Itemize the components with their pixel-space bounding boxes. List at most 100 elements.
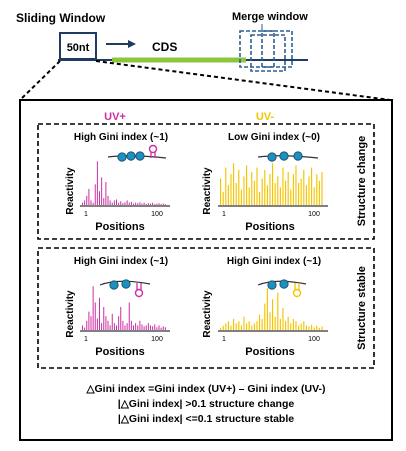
reactivity-bar	[133, 325, 134, 330]
reactivity-bar	[235, 323, 237, 330]
reactivity-bar	[133, 203, 134, 205]
reactivity-bar	[88, 188, 90, 205]
reactivity-bar	[158, 203, 160, 205]
plot-uv-plus: High Gini index (~1) Reactivity 1 100 Po…	[65, 132, 170, 233]
reactivity-bar	[292, 174, 294, 205]
reactivity-bar	[256, 321, 258, 330]
reactivity-bar	[243, 316, 245, 330]
reactivity-bar	[105, 182, 107, 205]
panel-structure-change: Structure change High Gini index (~1) Re…	[37, 123, 375, 240]
reactivity-bar	[152, 326, 154, 330]
merge-window-label: Merge window	[232, 11, 308, 23]
reactivity-bar	[126, 323, 128, 330]
reactivity-bar	[272, 163, 274, 205]
reactivity-bar	[272, 299, 274, 330]
reactivity-bar	[248, 321, 250, 330]
reactivity-bar	[308, 326, 310, 330]
reactivity-bar	[295, 321, 297, 330]
reactivity-bar	[311, 167, 313, 205]
tick-end: 100	[151, 211, 163, 218]
reactivity-bar	[279, 319, 281, 330]
side-label: Structure stable	[356, 266, 368, 350]
reactivity-bar	[162, 326, 164, 330]
side-label: Structure change	[356, 136, 368, 226]
reactivity-bar	[287, 172, 289, 205]
reactivity-bar	[282, 308, 284, 330]
reactivity-bar	[145, 204, 147, 205]
tick-end: 100	[308, 336, 320, 343]
reactivity-bar	[230, 174, 232, 205]
y-axis-label: Reactivity	[202, 167, 213, 215]
reactivity-bar	[84, 327, 86, 330]
plot-title: High Gini index (~1)	[74, 132, 168, 143]
reactivity-bar	[235, 183, 237, 205]
tick-end: 100	[151, 336, 163, 343]
formula-line-1: △Gini index =Gini index (UV+) – Gini ind…	[85, 383, 325, 395]
reactivity-bar	[290, 189, 292, 205]
reactivity-bar	[96, 318, 98, 330]
tick-end: 100	[308, 211, 320, 218]
reactivity-bar	[86, 195, 88, 205]
x-axis-label: Positions	[245, 221, 295, 233]
reactivity-bar	[130, 320, 132, 330]
reactivity-bar	[128, 302, 130, 330]
reactivity-bar	[103, 198, 105, 205]
reactivity-bar	[94, 184, 96, 205]
reactivity-bar	[128, 202, 130, 205]
reactivity-bar	[246, 323, 248, 330]
reactivity-bar	[266, 288, 268, 330]
reactivity-bar	[248, 187, 250, 205]
reactivity-bar	[141, 203, 143, 205]
reactivity-bar	[164, 204, 166, 205]
reactivity-bar	[124, 202, 126, 205]
reactivity-bar	[147, 203, 149, 205]
reactivity-bar	[113, 323, 115, 330]
reactivity-bar	[137, 203, 139, 205]
formula-line-3: |△Gini index| <=0.1 structure stable	[118, 413, 294, 425]
reactivity-bar	[122, 320, 124, 330]
reactivity-bar	[279, 187, 281, 205]
reactivity-bar	[266, 185, 268, 205]
reactivity-bar	[141, 324, 143, 330]
reactivity-bar	[227, 321, 229, 330]
reactivity-bar	[282, 167, 284, 205]
reactivity-bar	[303, 321, 305, 330]
reactivity-bar	[292, 319, 294, 330]
uv-plus-label: UV+	[104, 111, 126, 123]
reactivity-bar	[130, 201, 132, 205]
reactivity-bar	[285, 321, 287, 330]
reactivity-bar	[305, 325, 307, 330]
reactivity-bar	[285, 180, 287, 205]
reactivity-bar	[99, 191, 100, 205]
reactivity-bar	[105, 316, 107, 330]
reactivity-bar	[99, 297, 100, 330]
reactivity-bar	[120, 201, 122, 205]
reactivity-bar	[227, 185, 229, 205]
reactivity-bar	[82, 202, 83, 205]
reactivity-bar	[92, 202, 94, 205]
reactivity-bar	[269, 174, 271, 205]
reactivity-bar	[111, 313, 113, 330]
reactivity-bar	[164, 327, 166, 330]
x-axis-label: Positions	[95, 346, 145, 358]
reactivity-bar	[313, 327, 315, 330]
reactivity-bar	[92, 286, 94, 330]
reactivity-bar	[251, 172, 253, 205]
outer-frame	[19, 99, 393, 441]
tick-start: 1	[84, 336, 88, 343]
tick-start: 1	[222, 211, 226, 218]
reactivity-bar	[111, 202, 113, 205]
reactivity-bar	[135, 323, 137, 330]
reactivity-bar	[150, 325, 151, 330]
cds-label: CDS	[152, 40, 177, 54]
reactivity-bar	[308, 176, 310, 205]
reactivity-bar	[109, 200, 111, 205]
y-axis-label: Reactivity	[65, 167, 76, 215]
reactivity-bar	[290, 323, 292, 330]
reactivity-bar	[300, 323, 302, 330]
reactivity-bar	[222, 325, 224, 330]
reactivity-bar	[277, 292, 279, 330]
tick-start: 1	[222, 336, 226, 343]
plot-uv-minus: Low Gini index (~0) Reactivity 1 100 Pos…	[202, 132, 328, 233]
